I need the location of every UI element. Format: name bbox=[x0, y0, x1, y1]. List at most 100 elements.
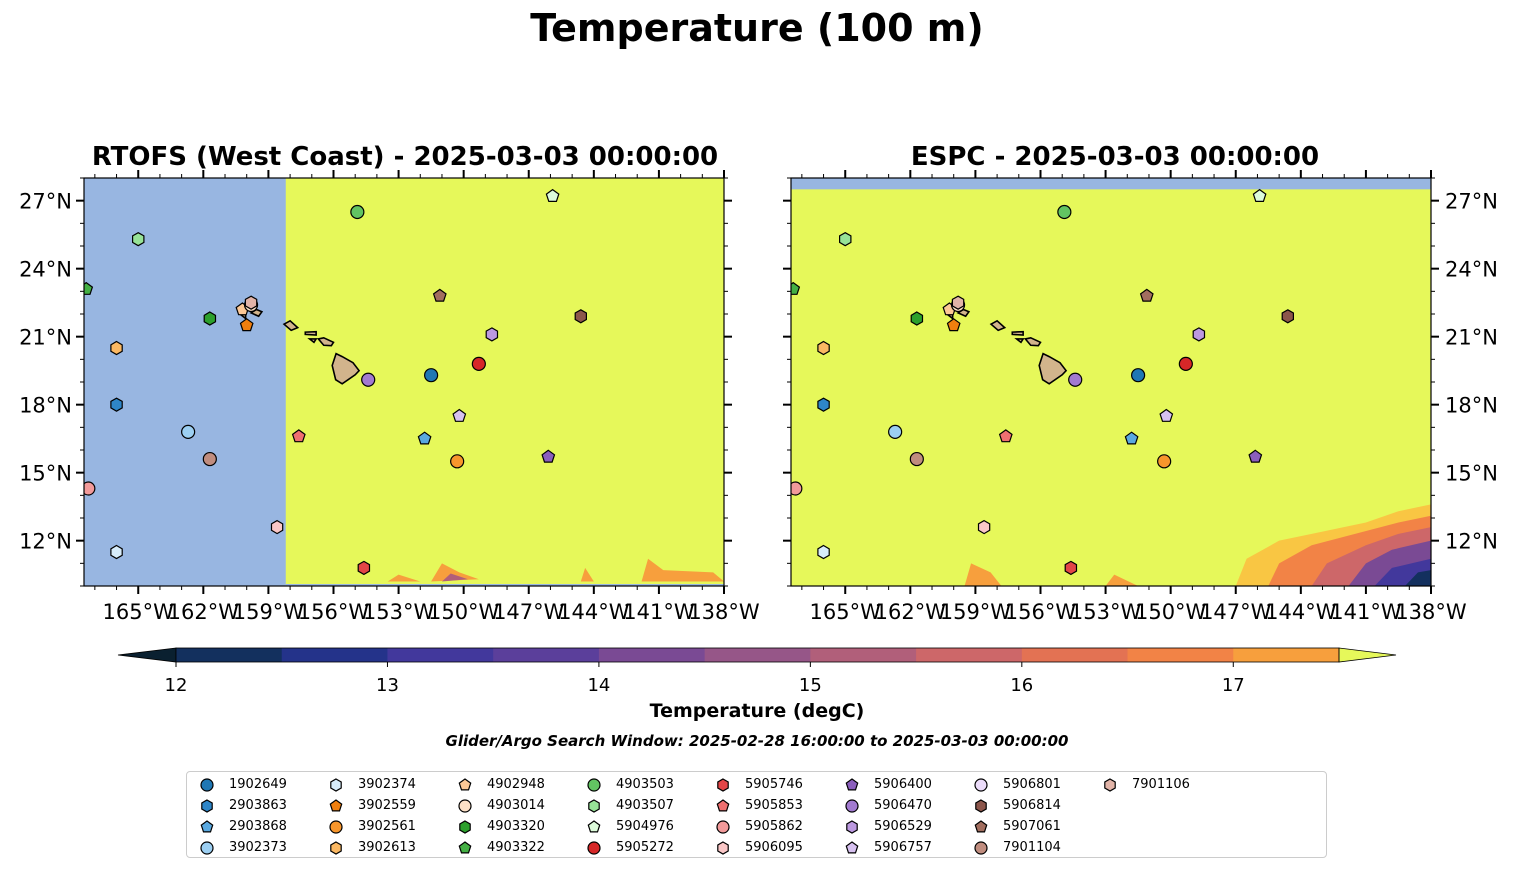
rtofs-map-panel[interactable]: 165°W162°W159°W156°W153°W150°W147°W144°W… bbox=[19, 170, 760, 624]
y-tick-label: 24°N bbox=[1445, 258, 1498, 282]
float-7901106[interactable] bbox=[244, 295, 258, 310]
espc-map-panel[interactable]: 165°W162°W159°W156°W153°W150°W147°W144°W… bbox=[783, 170, 1498, 624]
legend-marker-5905853[interactable] bbox=[716, 799, 730, 812]
float-5907061[interactable] bbox=[1139, 288, 1154, 302]
legend-marker-5906814[interactable] bbox=[975, 799, 987, 813]
legend-marker-5906400[interactable] bbox=[845, 778, 859, 791]
float-5905272[interactable] bbox=[471, 356, 486, 371]
legend-marker-3902374[interactable] bbox=[330, 778, 342, 792]
legend-marker-5907061[interactable] bbox=[974, 820, 988, 833]
float-3902373[interactable] bbox=[181, 424, 196, 439]
legend-marker-3902373[interactable] bbox=[200, 841, 214, 855]
legend-label: 4902948 bbox=[487, 777, 545, 792]
colorbar-bin bbox=[1021, 648, 1129, 662]
legend-marker-1902649[interactable] bbox=[200, 778, 214, 792]
legend-marker-5906529[interactable] bbox=[846, 820, 858, 834]
float-5906095[interactable] bbox=[977, 519, 991, 535]
float-5904976[interactable] bbox=[1252, 188, 1267, 202]
float-5905862[interactable] bbox=[82, 481, 96, 496]
legend-label: 5904976 bbox=[616, 819, 674, 834]
float-1902649[interactable] bbox=[1131, 368, 1146, 383]
legend-label: 3902373 bbox=[229, 840, 287, 855]
legend-marker-5905746[interactable] bbox=[717, 778, 729, 792]
float-4903507[interactable] bbox=[132, 232, 145, 247]
legend-marker-3902561[interactable] bbox=[329, 820, 343, 834]
float-7901104[interactable] bbox=[202, 451, 217, 467]
float-7901106[interactable] bbox=[951, 295, 965, 310]
float-4903320[interactable] bbox=[203, 311, 217, 326]
float-5905746[interactable] bbox=[357, 560, 371, 576]
legend-marker-4903322[interactable] bbox=[458, 841, 472, 854]
legend-marker-5906757[interactable] bbox=[845, 841, 859, 854]
float-3902613[interactable] bbox=[110, 340, 123, 356]
float-3902561[interactable] bbox=[1157, 454, 1172, 469]
x-tick-label: 144°W bbox=[558, 600, 630, 624]
legend-marker-2903868[interactable] bbox=[200, 820, 214, 833]
float-5905746[interactable] bbox=[1064, 560, 1078, 576]
legend-marker-4903503[interactable] bbox=[587, 778, 601, 792]
legend-marker-4902948[interactable] bbox=[458, 778, 472, 791]
float-5906814[interactable] bbox=[1281, 309, 1294, 324]
legend-marker-7901106[interactable] bbox=[1104, 778, 1116, 792]
float-4903322[interactable] bbox=[80, 281, 94, 295]
legend-marker-4903507[interactable] bbox=[588, 799, 600, 813]
legend-marker-5904976[interactable] bbox=[587, 820, 601, 833]
float-5905862[interactable] bbox=[789, 481, 803, 496]
float-5906529[interactable] bbox=[1192, 327, 1206, 342]
float-2903868[interactable] bbox=[417, 431, 432, 445]
float-5904976[interactable] bbox=[545, 188, 560, 202]
legend-marker-5905862[interactable] bbox=[716, 820, 730, 834]
float-1902649[interactable] bbox=[424, 368, 439, 383]
float-5906400[interactable] bbox=[1248, 449, 1263, 463]
legend-marker-4903014[interactable] bbox=[458, 799, 472, 813]
colorbar-bin bbox=[176, 648, 283, 662]
legend-marker-2903863[interactable] bbox=[201, 799, 213, 813]
legend-label: 5905862 bbox=[745, 819, 803, 834]
float-4903503[interactable] bbox=[350, 204, 365, 220]
float-5907061[interactable] bbox=[432, 288, 447, 302]
x-tick-label: 159°W bbox=[233, 600, 305, 624]
float-3902373[interactable] bbox=[888, 424, 903, 439]
float-4903322[interactable] bbox=[787, 281, 801, 295]
colorbar-frame bbox=[175, 647, 1340, 663]
float-5906400[interactable] bbox=[541, 449, 556, 463]
legend-marker-3902613[interactable] bbox=[330, 841, 342, 855]
float-2903863[interactable] bbox=[817, 397, 830, 412]
float-7901104[interactable] bbox=[909, 451, 924, 467]
legend-marker-5906470[interactable] bbox=[845, 799, 859, 813]
legend-marker-5906095[interactable] bbox=[717, 841, 729, 855]
float-5906814[interactable] bbox=[574, 309, 587, 324]
float-5905853[interactable] bbox=[998, 429, 1013, 443]
legend-marker-5906801[interactable] bbox=[974, 778, 988, 792]
float-3902559[interactable] bbox=[946, 318, 961, 332]
float-5906529[interactable] bbox=[485, 327, 499, 342]
float-5906470[interactable] bbox=[361, 372, 376, 387]
colorbar-tick-label: 16 bbox=[1010, 675, 1033, 696]
legend-marker-3902559[interactable] bbox=[329, 799, 343, 812]
float-3902374[interactable] bbox=[110, 544, 123, 560]
legend-marker-4903320[interactable] bbox=[459, 820, 471, 834]
legend-label: 5906095 bbox=[745, 840, 803, 855]
float-5905853[interactable] bbox=[291, 429, 306, 443]
float-2903863[interactable] bbox=[110, 397, 123, 412]
legend-label: 3902613 bbox=[358, 840, 416, 855]
island bbox=[316, 336, 335, 347]
float-3902559[interactable] bbox=[239, 318, 254, 332]
legend-marker-7901104[interactable] bbox=[974, 841, 988, 855]
float-5906757[interactable] bbox=[452, 408, 467, 422]
float-5905272[interactable] bbox=[1178, 356, 1193, 371]
float-5906757[interactable] bbox=[1159, 408, 1174, 422]
float-5906095[interactable] bbox=[270, 519, 284, 535]
float-3902374[interactable] bbox=[817, 544, 830, 560]
legend-marker-5905272[interactable] bbox=[587, 841, 601, 855]
float-4903503[interactable] bbox=[1057, 204, 1072, 220]
float-2903868[interactable] bbox=[1124, 431, 1139, 445]
float-4903507[interactable] bbox=[839, 232, 852, 247]
float-3902613[interactable] bbox=[817, 340, 830, 356]
float-4903320[interactable] bbox=[910, 311, 924, 326]
colorbar-bin bbox=[387, 648, 494, 662]
island bbox=[331, 352, 361, 385]
colorbar-tick-label: 14 bbox=[587, 675, 610, 696]
float-3902561[interactable] bbox=[450, 454, 465, 469]
float-5906470[interactable] bbox=[1068, 372, 1083, 387]
